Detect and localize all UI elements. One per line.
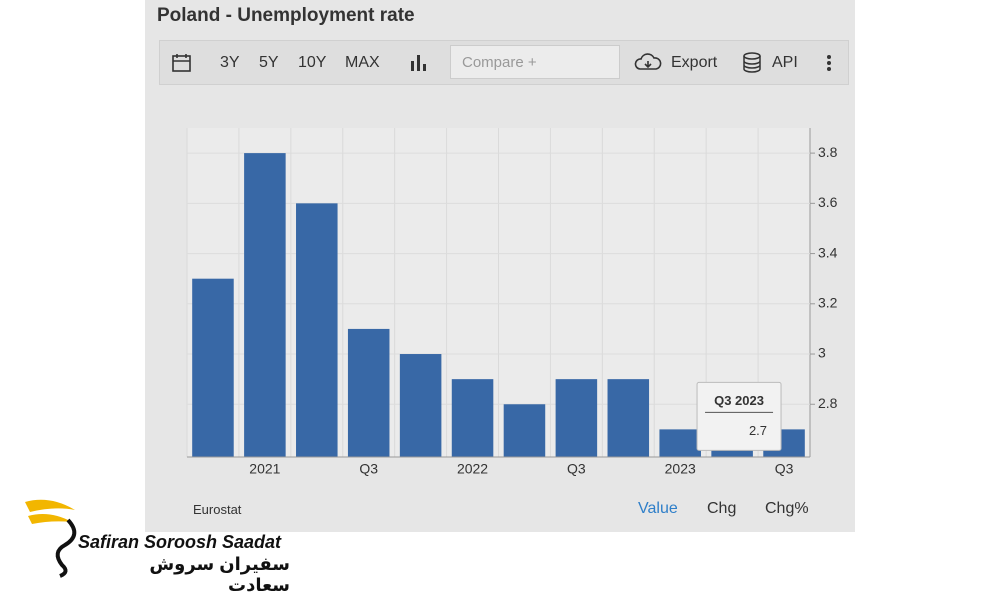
bar <box>296 203 338 457</box>
x-tick-label: Q3 <box>775 461 794 477</box>
compare-input[interactable]: Compare + <box>450 45 620 79</box>
menu-icon[interactable] <box>826 54 832 72</box>
tooltip-box <box>696 381 782 451</box>
range-button[interactable]: MAX <box>345 54 380 71</box>
tooltip: Q3 2023 2.7 <box>696 381 782 451</box>
range-button[interactable]: 10Y <box>298 54 327 71</box>
x-tick-label: Q3 <box>359 461 378 477</box>
logo-name-fa: سفیران سروش سعادت <box>149 554 290 595</box>
range-button[interactable]: 3Y <box>220 54 240 71</box>
tooltip-title: Q3 2023 <box>714 393 764 408</box>
y-tick-label: 3.6 <box>818 194 838 210</box>
x-tick-label: 2021 <box>249 461 280 477</box>
y-tick-label: 3.8 <box>818 144 838 160</box>
logo: Safiran Soroosh Saadat سفیران سروش سعادت <box>20 490 290 595</box>
tooltip-value: 2.7 <box>749 423 767 438</box>
tab[interactable]: Chg <box>707 500 737 517</box>
title: Poland - Unemployment rate <box>157 5 415 26</box>
bar <box>451 379 494 457</box>
y-tick-label: 3.2 <box>818 295 838 311</box>
y-tick-label: 2.8 <box>818 395 838 411</box>
api-button[interactable]: API <box>772 54 798 71</box>
export-button[interactable]: Export <box>671 54 718 71</box>
bar <box>555 379 598 457</box>
y-tick-label: 3 <box>818 345 826 361</box>
logo-mark <box>25 499 77 578</box>
bar <box>192 278 234 457</box>
export-icon[interactable] <box>634 53 662 73</box>
calendar-icon[interactable] <box>172 53 192 73</box>
bar <box>399 354 442 457</box>
bar <box>607 379 650 457</box>
chart-type-icon[interactable] <box>410 53 428 73</box>
x-tick-label: 2022 <box>457 461 488 477</box>
y-tick-label: 3.4 <box>818 244 838 260</box>
source: Eurostat <box>193 502 242 517</box>
api-icon[interactable] <box>742 52 762 74</box>
chart: 2.8 3 3.2 3.4 3.6 3.8 2021 Q3 2022 Q3 2023 Q3 Q3 202… <box>186 128 838 477</box>
bar <box>659 429 701 457</box>
tab[interactable]: Chg% <box>765 500 809 517</box>
tab[interactable]: Value <box>638 500 678 517</box>
x-tick-label: Q3 <box>567 461 586 477</box>
range-button[interactable]: 5Y <box>259 54 279 71</box>
x-tick-label: 2023 <box>665 461 696 477</box>
toolbar: 3Y 5Y 10Y MAX Compare + Export API <box>159 40 849 85</box>
logo-name: Safiran Soroosh Saadat <box>78 532 282 552</box>
bar <box>503 404 546 457</box>
bar <box>347 328 390 457</box>
bar <box>244 153 286 457</box>
